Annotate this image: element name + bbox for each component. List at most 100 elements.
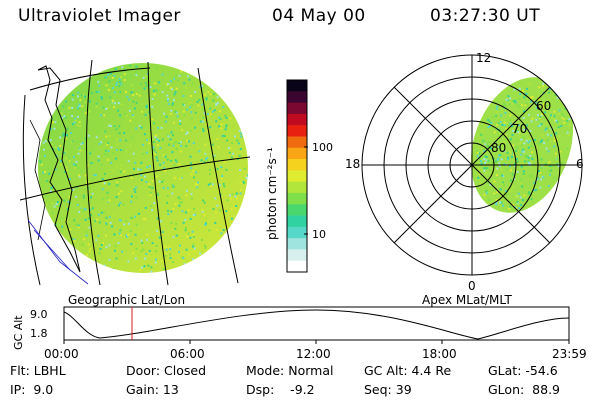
speckle xyxy=(89,239,92,242)
speckle xyxy=(69,132,72,134)
speckle xyxy=(197,181,199,184)
speckle xyxy=(117,102,120,104)
speckle xyxy=(169,248,172,251)
speckle xyxy=(245,175,248,178)
speckle xyxy=(485,144,488,147)
speckle xyxy=(74,119,77,122)
speckle xyxy=(487,145,490,148)
speckle xyxy=(522,170,525,173)
speckle xyxy=(211,153,213,155)
speckle xyxy=(230,207,233,210)
speckle xyxy=(229,147,232,150)
speckle xyxy=(83,208,86,210)
speckle xyxy=(531,96,534,99)
speckle xyxy=(520,153,523,156)
speckle xyxy=(190,193,193,195)
speckle xyxy=(512,100,515,103)
speckle xyxy=(182,257,185,260)
speckle xyxy=(209,113,212,116)
speckle xyxy=(178,204,181,207)
speckle xyxy=(527,138,530,140)
speckle xyxy=(179,119,182,122)
speckle xyxy=(204,143,207,146)
speckle xyxy=(52,121,55,124)
speckle xyxy=(118,192,120,195)
speckle xyxy=(495,107,498,110)
speckle xyxy=(171,151,174,154)
speckle xyxy=(147,264,150,267)
speckle xyxy=(513,163,516,166)
speckle xyxy=(122,203,125,206)
speckle xyxy=(51,143,54,146)
speckle xyxy=(158,180,161,183)
speckle xyxy=(97,159,100,162)
speckle xyxy=(149,191,152,194)
speckle xyxy=(538,117,541,120)
speckle xyxy=(156,175,158,178)
speckle xyxy=(110,125,112,127)
speckle xyxy=(156,144,159,147)
speckle xyxy=(77,152,80,155)
speckle xyxy=(548,88,551,90)
speckle xyxy=(225,124,228,127)
speckle xyxy=(129,230,132,232)
speckle xyxy=(146,233,149,236)
speckle xyxy=(508,207,510,210)
speckle xyxy=(194,187,197,190)
speckle xyxy=(135,72,137,75)
speckle xyxy=(55,203,58,206)
speckle xyxy=(154,136,157,138)
speckle xyxy=(225,125,228,128)
speckle xyxy=(225,117,228,119)
speckle xyxy=(232,152,234,155)
coastline xyxy=(37,65,81,273)
speckle xyxy=(133,167,136,170)
speckle xyxy=(145,84,148,87)
speckle xyxy=(518,106,521,109)
speckle xyxy=(158,236,161,239)
speckle xyxy=(81,141,84,144)
speckle xyxy=(185,189,188,192)
speckle xyxy=(48,172,51,175)
speckle xyxy=(501,184,504,187)
speckle xyxy=(110,146,113,149)
speckle xyxy=(517,192,520,195)
speckle xyxy=(156,229,159,232)
speckle xyxy=(553,139,556,142)
speckle xyxy=(507,158,509,161)
speckle xyxy=(76,106,79,109)
speckle xyxy=(529,154,532,157)
speckle xyxy=(86,156,89,159)
speckle xyxy=(213,154,216,157)
speckle xyxy=(189,101,191,104)
speckle xyxy=(518,162,521,165)
speckle xyxy=(82,194,85,197)
speckle xyxy=(99,248,102,250)
speckle xyxy=(134,215,136,218)
speckle xyxy=(119,201,122,204)
speckle xyxy=(189,155,192,158)
speckle xyxy=(220,177,223,180)
speckle xyxy=(550,134,552,137)
speckle xyxy=(116,143,119,146)
speckle xyxy=(478,172,481,175)
speckle xyxy=(505,168,508,171)
speckle xyxy=(215,103,218,106)
speckle xyxy=(567,134,570,136)
speckle xyxy=(64,116,67,119)
speckle xyxy=(206,156,209,159)
speckle xyxy=(166,201,168,204)
speckle xyxy=(192,142,195,144)
speckle xyxy=(222,106,225,109)
speckle xyxy=(561,116,564,119)
speckle xyxy=(553,145,556,148)
speckle xyxy=(528,192,531,195)
speckle xyxy=(476,150,478,152)
speckle xyxy=(566,147,569,150)
speckle xyxy=(162,186,165,189)
speckle xyxy=(135,71,138,74)
speckle xyxy=(169,140,172,143)
speckle xyxy=(131,136,134,139)
speckle xyxy=(153,267,156,270)
speckle xyxy=(169,113,172,116)
